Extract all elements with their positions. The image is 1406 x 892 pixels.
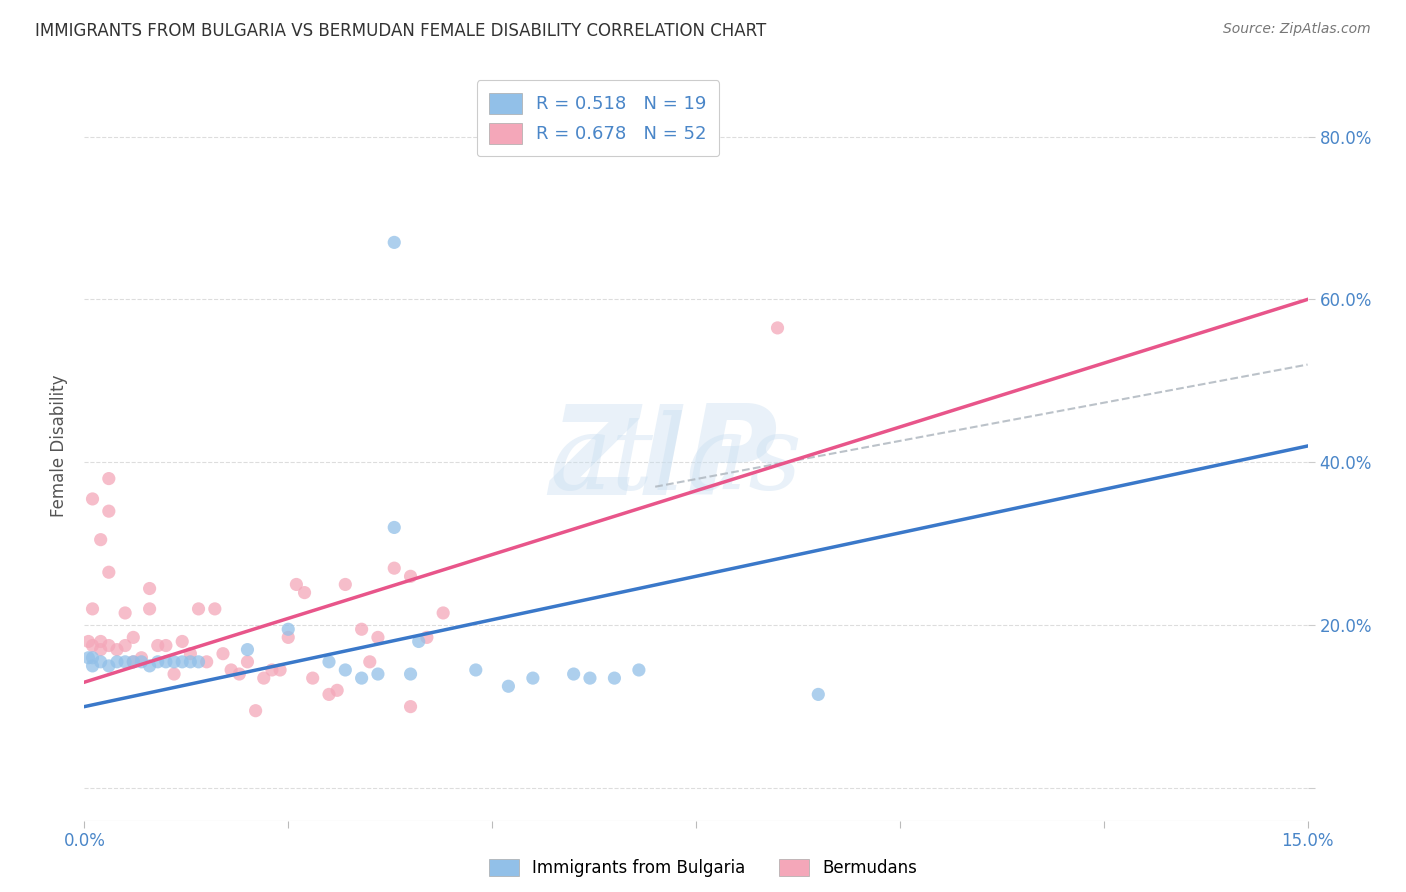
Point — [90, 642, 112, 657]
Text: ZIP: ZIP — [550, 401, 778, 522]
Point — [498, 679, 520, 693]
Point — [285, 577, 308, 591]
Point — [294, 585, 316, 599]
Point — [82, 639, 104, 653]
Point — [277, 622, 299, 636]
Point — [253, 671, 276, 685]
Point — [350, 671, 373, 685]
Point — [195, 655, 218, 669]
Point — [97, 659, 120, 673]
Point — [97, 504, 120, 518]
Point — [172, 634, 194, 648]
Point — [236, 655, 259, 669]
Point — [219, 663, 242, 677]
Point — [562, 667, 585, 681]
Legend: Immigrants from Bulgaria, Bermudans: Immigrants from Bulgaria, Bermudans — [482, 852, 924, 884]
Point — [172, 655, 194, 669]
Point — [155, 655, 177, 669]
Point — [212, 647, 235, 661]
Point — [382, 520, 405, 534]
Point — [204, 602, 226, 616]
Point — [131, 650, 153, 665]
Point — [236, 642, 259, 657]
Y-axis label: Female Disability: Female Disability — [51, 375, 69, 517]
Point — [335, 577, 357, 591]
Point — [105, 642, 128, 657]
Point — [77, 650, 100, 665]
Point — [90, 634, 112, 648]
Point — [90, 655, 112, 669]
Point — [114, 606, 136, 620]
Point — [766, 321, 789, 335]
Point — [122, 631, 145, 645]
Point — [416, 631, 439, 645]
Point — [408, 634, 430, 648]
Point — [228, 667, 250, 681]
Point — [464, 663, 486, 677]
Point — [245, 704, 267, 718]
Point — [627, 663, 650, 677]
Point — [382, 561, 405, 575]
Point — [179, 647, 201, 661]
Point — [399, 569, 422, 583]
Point — [326, 683, 349, 698]
Point — [335, 663, 357, 677]
Text: atlas: atlas — [550, 410, 801, 512]
Point — [269, 663, 291, 677]
Point — [131, 655, 153, 669]
Point — [367, 667, 389, 681]
Point — [382, 235, 405, 250]
Point — [277, 631, 299, 645]
Point — [138, 659, 160, 673]
Point — [260, 663, 283, 677]
Point — [187, 655, 209, 669]
Point — [367, 631, 389, 645]
Point — [82, 491, 104, 506]
Point — [138, 602, 160, 616]
Point — [122, 655, 145, 669]
Point — [155, 639, 177, 653]
Point — [105, 655, 128, 669]
Point — [114, 639, 136, 653]
Point — [399, 699, 422, 714]
Point — [187, 602, 209, 616]
Point — [82, 650, 104, 665]
Point — [163, 667, 186, 681]
Legend: R = 0.518   N = 19, R = 0.678   N = 52: R = 0.518 N = 19, R = 0.678 N = 52 — [477, 80, 720, 156]
Point — [359, 655, 381, 669]
Point — [301, 671, 323, 685]
Point — [163, 655, 186, 669]
Point — [97, 472, 120, 486]
Point — [77, 634, 100, 648]
Point — [432, 606, 454, 620]
Text: Source: ZipAtlas.com: Source: ZipAtlas.com — [1223, 22, 1371, 37]
Point — [179, 655, 201, 669]
Point — [138, 582, 160, 596]
Point — [350, 622, 373, 636]
Point — [522, 671, 544, 685]
Text: IMMIGRANTS FROM BULGARIA VS BERMUDAN FEMALE DISABILITY CORRELATION CHART: IMMIGRANTS FROM BULGARIA VS BERMUDAN FEM… — [35, 22, 766, 40]
Point — [82, 659, 104, 673]
Point — [90, 533, 112, 547]
Point — [146, 639, 169, 653]
Point — [579, 671, 602, 685]
Point — [97, 566, 120, 580]
Point — [97, 639, 120, 653]
Point — [82, 602, 104, 616]
Point — [399, 667, 422, 681]
Point — [146, 655, 169, 669]
Point — [114, 655, 136, 669]
Point — [318, 655, 340, 669]
Point — [807, 687, 830, 701]
Point — [318, 687, 340, 701]
Point — [603, 671, 626, 685]
Point — [122, 655, 145, 669]
